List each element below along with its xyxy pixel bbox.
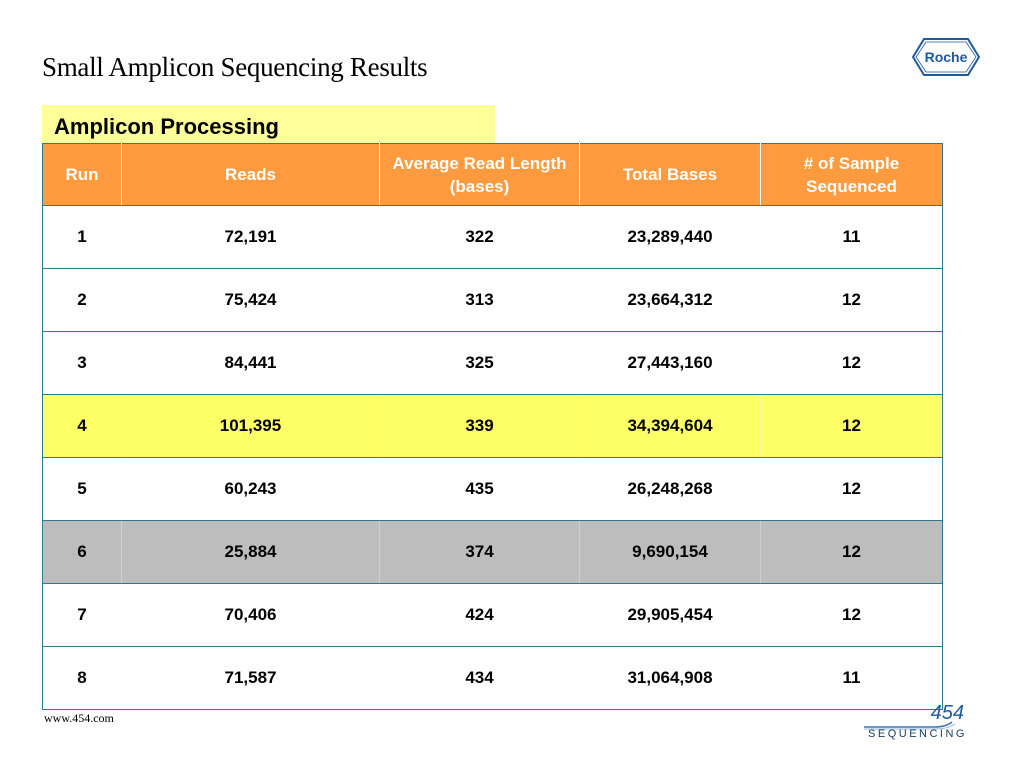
cell-reads: 84,441 [121,331,380,395]
section-label: Amplicon Processing [42,105,495,145]
cell-reads: 72,191 [121,205,380,269]
cell-samples: 12 [760,457,943,521]
cell-total-bases: 23,289,440 [579,205,761,269]
footer-url: www.454.com [44,711,114,725]
header-average-read-length: Average Read Length (bases) [379,143,580,206]
sequencing-brand-logo: 454 SEQUENCING [862,702,982,744]
cell-run: 1 [42,205,122,269]
header-run: Run [42,143,122,206]
cell-samples: 12 [760,268,943,332]
cell-samples: 11 [760,205,943,269]
cell-run: 8 [42,646,122,710]
table-row: 2 75,424 313 23,664,312 12 [42,268,943,332]
table-row: 1 72,191 322 23,289,440 11 [42,205,943,269]
slide-title: Small Amplicon Sequencing Results [42,52,428,82]
cell-total-bases: 29,905,454 [579,583,761,647]
brand-word: SEQUENCING [868,728,967,740]
header-reads: Reads [121,143,380,206]
brand-swoosh-icon [864,721,956,730]
cell-run: 4 [42,394,122,458]
results-table: Run Reads Average Read Length (bases) To… [42,143,943,710]
cell-avg-length: 424 [379,583,580,647]
cell-avg-length: 313 [379,268,580,332]
cell-samples: 12 [760,520,943,584]
cell-samples: 11 [760,646,943,710]
cell-reads: 70,406 [121,583,380,647]
cell-reads: 60,243 [121,457,380,521]
table-row-highlighted: 4 101,395 339 34,394,604 12 [42,394,943,458]
cell-reads: 71,587 [121,646,380,710]
cell-avg-length: 435 [379,457,580,521]
cell-samples: 12 [760,394,943,458]
cell-samples: 12 [760,331,943,395]
header-samples-sequenced: # of Sample Sequenced [760,143,943,206]
cell-total-bases: 34,394,604 [579,394,761,458]
cell-avg-length: 374 [379,520,580,584]
cell-run: 2 [42,268,122,332]
roche-logo: Roche [912,38,980,76]
cell-total-bases: 9,690,154 [579,520,761,584]
cell-avg-length: 322 [379,205,580,269]
cell-total-bases: 27,443,160 [579,331,761,395]
cell-total-bases: 23,664,312 [579,268,761,332]
cell-avg-length: 434 [379,646,580,710]
cell-reads: 25,884 [121,520,380,584]
cell-run: 6 [42,520,122,584]
table-row: 7 70,406 424 29,905,454 12 [42,583,943,647]
cell-run: 5 [42,457,122,521]
table-row: 5 60,243 435 26,248,268 12 [42,457,943,521]
cell-reads: 101,395 [121,394,380,458]
brand-number: 454 [930,702,964,724]
cell-run: 3 [42,331,122,395]
cell-avg-length: 339 [379,394,580,458]
table-header-row: Run Reads Average Read Length (bases) To… [42,143,943,206]
logo-text: Roche [925,49,968,65]
cell-samples: 12 [760,583,943,647]
cell-avg-length: 325 [379,331,580,395]
table-row: 8 71,587 434 31,064,908 11 [42,646,943,710]
table-row-grayed: 6 25,884 374 9,690,154 12 [42,520,943,584]
cell-total-bases: 31,064,908 [579,646,761,710]
cell-run: 7 [42,583,122,647]
cell-total-bases: 26,248,268 [579,457,761,521]
table-row: 3 84,441 325 27,443,160 12 [42,331,943,395]
cell-reads: 75,424 [121,268,380,332]
header-total-bases: Total Bases [579,143,761,206]
